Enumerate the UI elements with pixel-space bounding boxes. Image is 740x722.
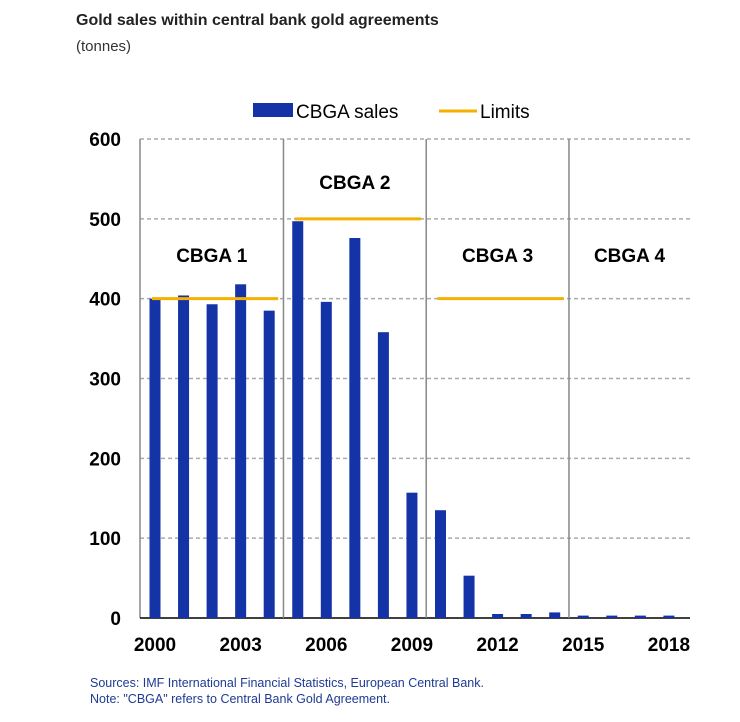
bar-2008 [377,332,389,618]
bar-2010 [435,510,446,618]
bar-2012 [492,614,504,618]
bar-2014 [549,612,561,618]
bar-2015 [577,615,589,618]
chart-title: Gold sales within central bank gold agre… [76,12,439,29]
legend-swatch-cbga-sales [253,103,293,117]
y-tick-label: 600 [89,130,121,151]
legend-label-limits: Limits [480,102,530,123]
x-tick-label: 2018 [648,635,690,656]
y-tick-label: 300 [89,370,121,391]
bar-2016 [606,615,618,618]
bar-2004 [263,310,275,618]
x-tick-label: 2009 [391,635,433,656]
y-tick-label: 500 [89,210,121,231]
bar-2000 [149,298,161,618]
bar-2017 [634,615,646,618]
bar-2001 [178,295,190,618]
y-tick-label: 400 [89,290,121,311]
bar-2011 [463,575,475,618]
source-note: Sources: IMF International Financial Sta… [90,676,484,690]
y-tick-label: 0 [110,609,121,630]
definition-note: Note: "CBGA" refers to Central Bank Gold… [90,692,390,706]
x-tick-label: 2012 [476,635,518,656]
legend-label-cbga-sales: CBGA sales [296,102,398,123]
bar-2007 [349,237,361,618]
x-tick-label: 2006 [305,635,347,656]
bar-2006 [320,301,332,618]
period-label: CBGA 2 [319,173,390,194]
y-tick-label: 100 [89,529,121,550]
period-label: CBGA 3 [462,246,533,267]
bar-2005 [292,221,304,618]
period-label: CBGA 1 [176,246,248,267]
x-tick-label: 2003 [220,635,262,656]
bar-2013 [520,614,532,618]
bar-2002 [206,304,218,618]
x-tick-label: 2000 [134,635,176,656]
chart-subtitle: (tonnes) [76,38,132,55]
bar-2018 [663,615,675,618]
x-tick-label: 2015 [562,635,605,656]
bar-2003 [235,284,247,618]
y-tick-label: 200 [89,449,121,470]
period-label: CBGA 4 [594,246,666,267]
bar-2009 [406,492,418,618]
